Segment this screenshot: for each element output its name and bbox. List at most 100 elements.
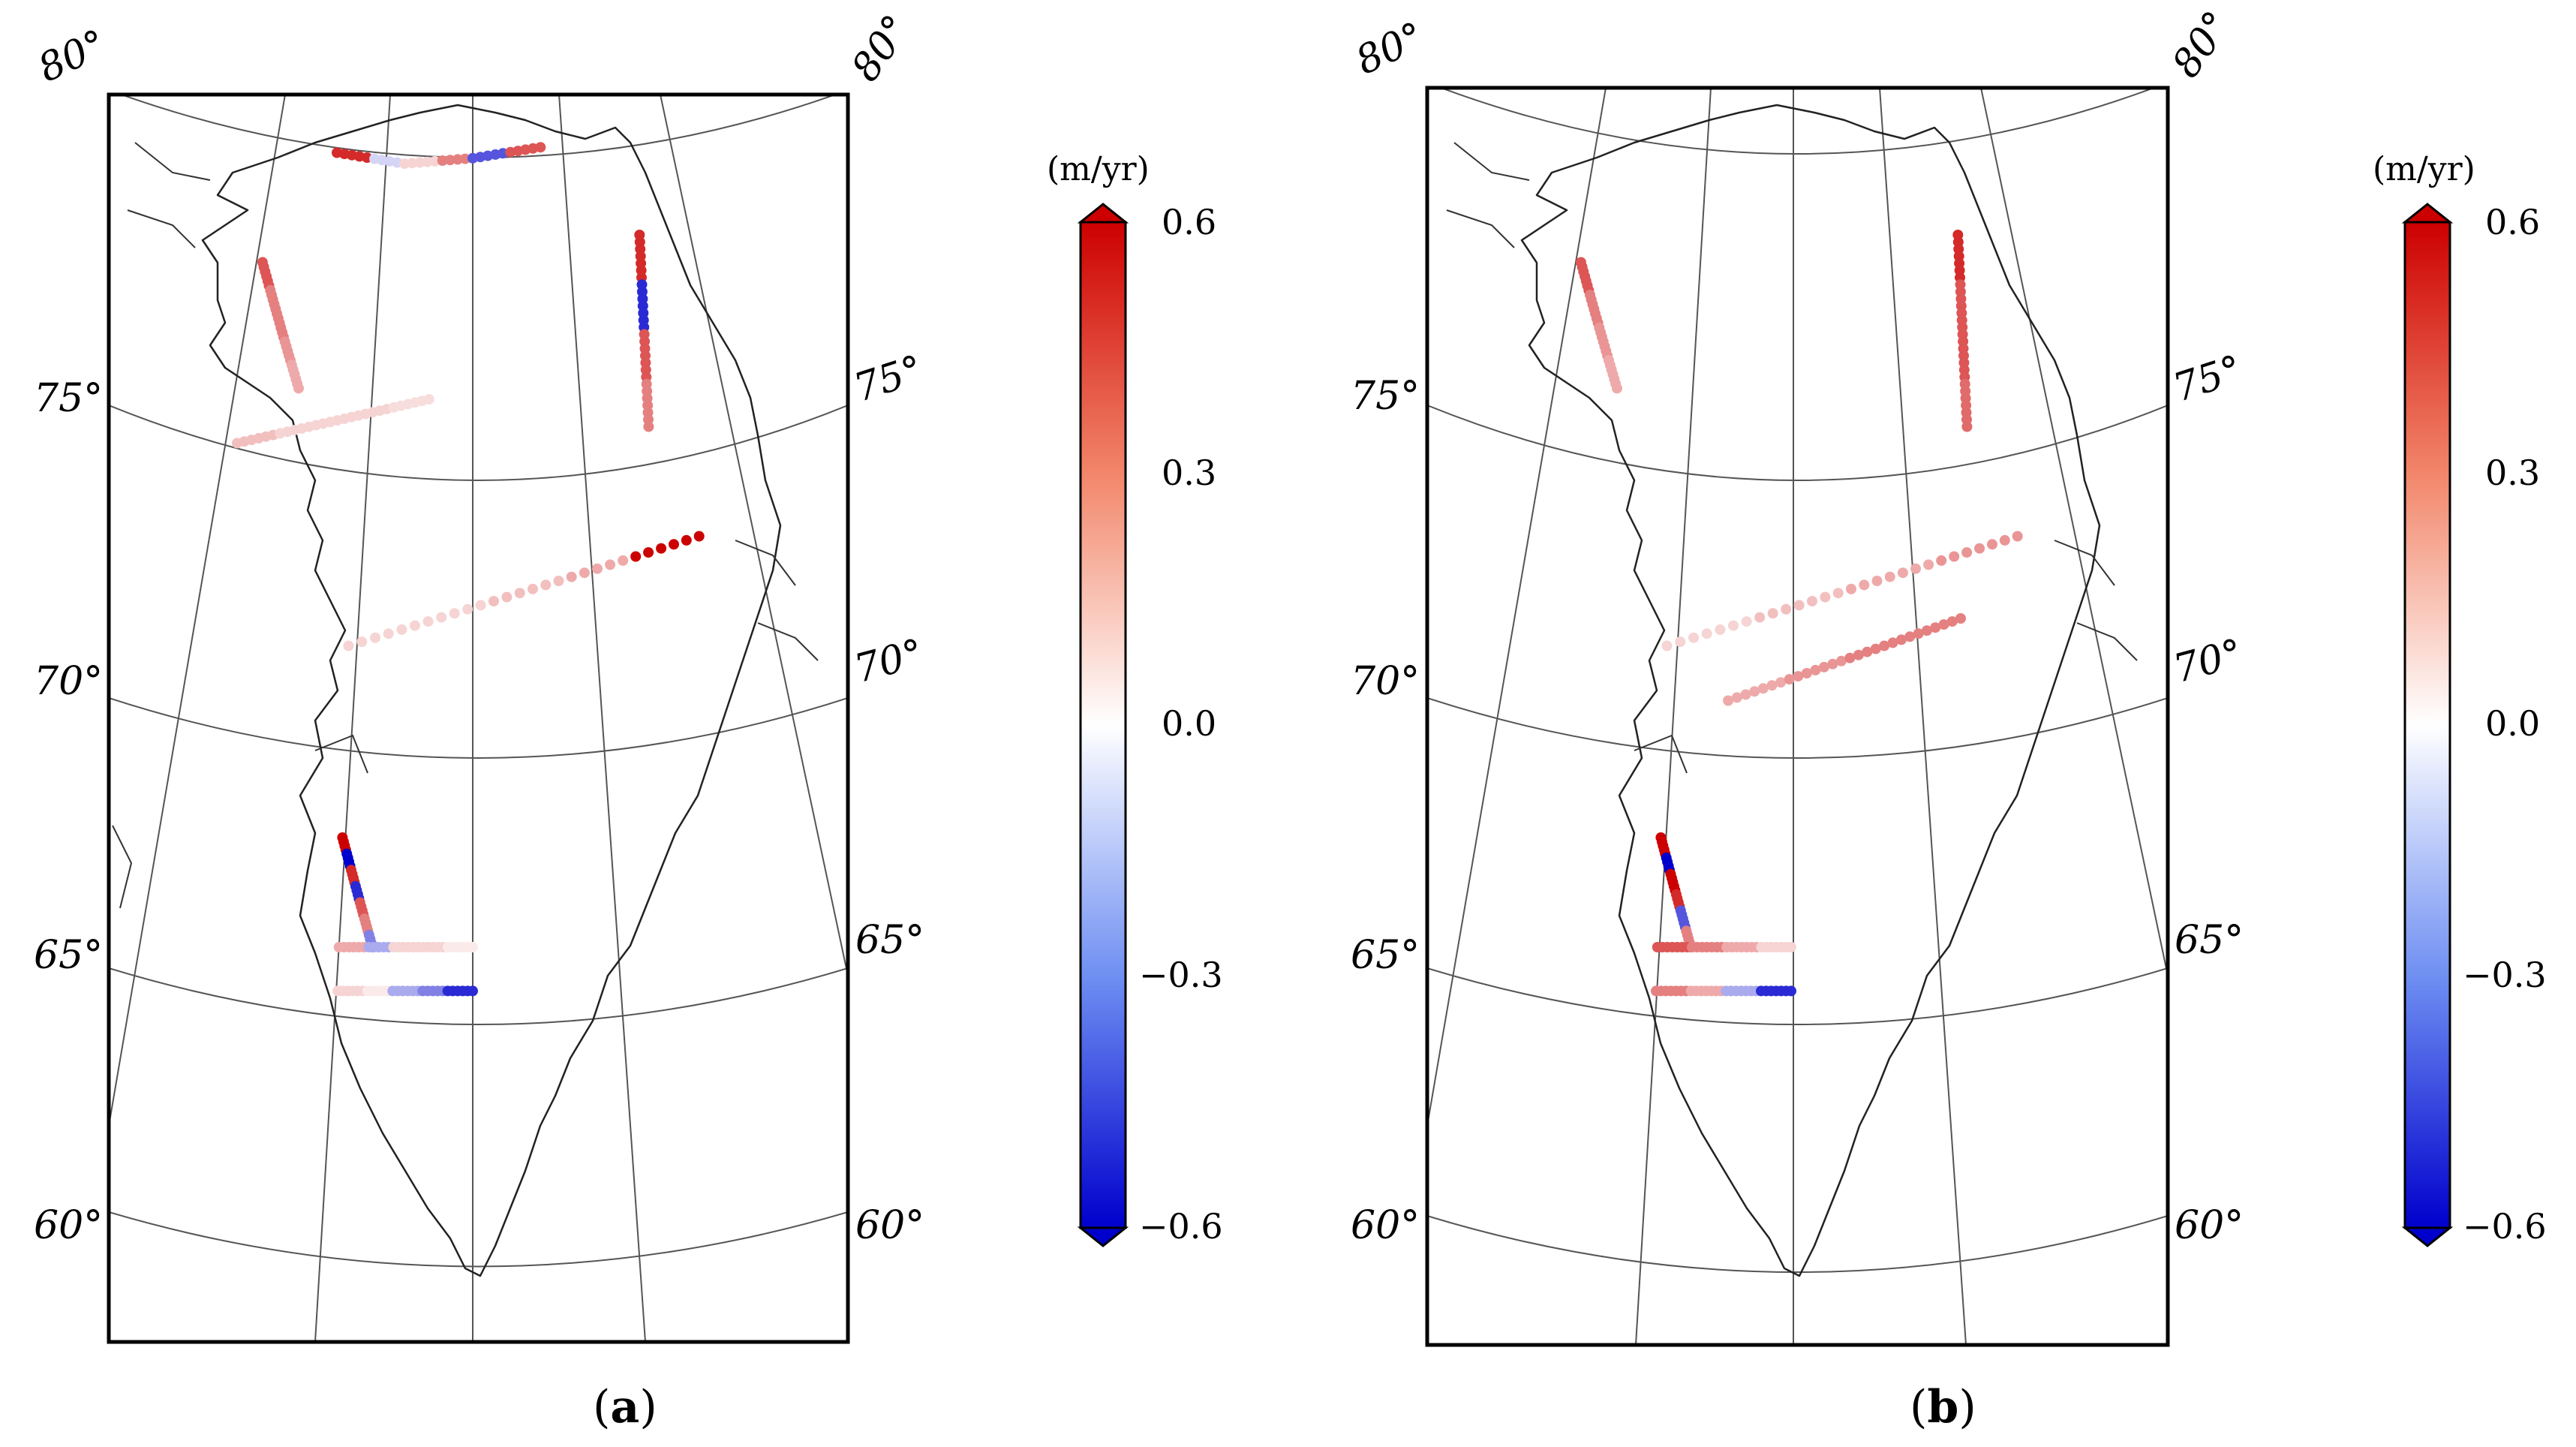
data-point-diagonal-mid [1853, 649, 1864, 660]
data-point-diagonal-north [1961, 547, 1973, 558]
data-point-diagonal-mid [1740, 689, 1751, 700]
colorbar-b-tick-3: −0.3 [2463, 955, 2547, 995]
data-point-diagonal-mid [1749, 686, 1760, 697]
data-point-north-coast [452, 154, 463, 165]
colorbar-b-tick-1: 0.3 [2485, 453, 2540, 493]
coastline-b [1520, 104, 2101, 1277]
data-point-south-horizontal-2 [1786, 985, 1796, 997]
data-point-north-coast [535, 142, 546, 153]
lat-label-70-left: 70° [34, 659, 103, 704]
elevation-change-points-b [1575, 230, 2023, 997]
colorbar-a-extend-low [1077, 1226, 1129, 1247]
colorbar-a: (m/yr) 0.6 0.3 0.0 −0.3 −0.6 [1047, 150, 1223, 1247]
data-point-diagonal-north [1661, 640, 1673, 651]
data-point-diagonal-north [1859, 579, 1870, 591]
colorbar-a-tick-0: 0.6 [1162, 202, 1216, 242]
data-point-diagonal-mid [1946, 616, 1958, 627]
lat-label-60-left: 60° [34, 1203, 103, 1248]
data-point-diagonal-north [2012, 531, 2023, 542]
data-point-diagonal-north [1949, 551, 1960, 562]
data-point-diagonal-north [422, 616, 434, 627]
data-point-diagonal-north [436, 612, 447, 623]
data-point-north-coast [429, 155, 440, 167]
data-point-diagonal-north [693, 531, 705, 542]
coastline-a [201, 104, 782, 1277]
lat-labels-b-right: 80° 75° 70° 65° 60° [2164, 3, 2248, 1248]
data-point-diagonal-north [1741, 616, 1752, 627]
coast-details-a [112, 142, 819, 909]
data-point-diagonal-mid [1938, 619, 1949, 630]
colorbar-b-tick-0: 0.6 [2485, 202, 2540, 242]
lat-label-65-left-b: 65° [1351, 933, 1420, 978]
data-point-diagonal-north [1910, 563, 1921, 574]
data-point-diagonal-mid [1904, 631, 1916, 642]
data-point-northwest-descent [1612, 383, 1622, 394]
data-point-diagonal-north [630, 551, 642, 562]
lat-label-65-right-b: 65° [2175, 918, 2244, 963]
data-point-diagonal-north [669, 539, 679, 550]
data-point-diagonal-mid [1766, 680, 1778, 691]
data-point-diagonal-north [1999, 534, 2010, 546]
data-point-diagonal-north [592, 563, 603, 574]
data-point-diagonal-north [1715, 624, 1726, 635]
data-point-diagonal-mid [1955, 613, 1966, 624]
graticule-meridians-a [109, 95, 848, 1342]
lat-label-80-right-b: 80° [2164, 3, 2241, 86]
data-point-diagonal-north [475, 600, 486, 611]
data-point-diagonal-mid [1757, 683, 1769, 694]
data-point-north-coast [422, 156, 433, 167]
data-point-north-coast [399, 158, 410, 170]
map-a-plot-area [109, 95, 848, 1342]
data-point-diagonal-north [396, 624, 407, 635]
data-point-diagonal-north [514, 588, 525, 599]
data-point-diagonal-north [528, 583, 538, 594]
data-point-diagonal-north [553, 576, 564, 586]
data-point-diagonal-north [1781, 603, 1792, 615]
map-a-frame [107, 92, 850, 1344]
data-point-diagonal-north [1675, 636, 1686, 648]
data-point-northeast-descent [643, 421, 654, 432]
lat-label-75-left-b: 75° [1351, 374, 1420, 419]
data-point-diagonal-mid [1870, 643, 1881, 654]
data-point-diagonal-mid [1844, 652, 1856, 663]
data-point-diagonal-north [383, 628, 394, 639]
data-point-diagonal-north [410, 620, 420, 631]
data-point-diagonal-north [1807, 596, 1817, 606]
data-point-northwest-descent [293, 383, 304, 394]
data-point-diagonal-mid [1775, 677, 1787, 688]
data-point-diagonal-mid [1895, 634, 1907, 645]
graticule-parallels-a [109, 95, 848, 1268]
lat-label-75-right-b: 75° [2168, 347, 2247, 411]
lat-label-60-right-b: 60° [2175, 1203, 2244, 1248]
data-point-diagonal-north [1936, 555, 1947, 566]
data-point-diagonal-mid [1801, 668, 1812, 678]
colorbar-a-unit: (m/yr) [1047, 150, 1150, 188]
lat-label-65-left: 65° [34, 933, 103, 978]
data-point-north-coast [414, 157, 425, 168]
data-point-diagonal-mid [1835, 655, 1847, 666]
data-point-diagonal-north [1793, 600, 1805, 611]
data-point-diagonal-mid [1887, 637, 1898, 648]
data-point-diagonal-mid [1810, 664, 1821, 675]
map-b-plot-area [1427, 88, 2168, 1345]
lat-label-60-right: 60° [855, 1203, 924, 1248]
panel-b: 80° 75° 70° 65° 60° 80° 75° 70° 65° 60° … [1349, 3, 2547, 1433]
panel-b-caption: (b) [1910, 1381, 1976, 1433]
colorbar-b: (m/yr) 0.6 0.3 0.0 −0.3 −0.6 [2373, 150, 2547, 1247]
colorbar-b-extend-low [2401, 1226, 2454, 1247]
data-point-diagonal-mid [1818, 661, 1829, 672]
data-point-diagonal-north [1688, 632, 1699, 643]
colorbar-b-tick-4: −0.6 [2463, 1206, 2547, 1247]
lat-label-70-left-b: 70° [1351, 659, 1420, 704]
lat-label-80-left-b: 80° [1349, 14, 1431, 83]
data-point-diagonal-north [1897, 567, 1908, 579]
panel-a: 80° 75° 70° 65° 60° 80° 75° 70° 65° 60° … [32, 7, 1223, 1433]
lat-label-65-right: 65° [855, 918, 924, 963]
data-point-diagonal-mid [1784, 674, 1795, 685]
data-point-diagonal-north [618, 555, 629, 566]
lat-label-80-left: 80° [32, 21, 113, 91]
colorbar-a-tick-3: −0.3 [1139, 955, 1223, 995]
data-point-diagonal-north [1974, 543, 1985, 554]
data-point-diagonal-mid [1921, 625, 1932, 636]
data-point-diagonal-north [579, 567, 590, 579]
